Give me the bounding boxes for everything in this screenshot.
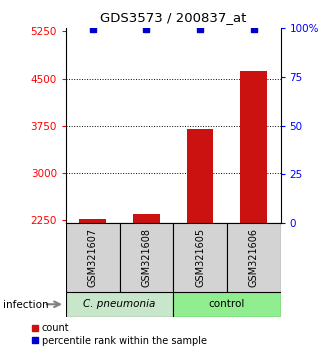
Text: C. pneumonia: C. pneumonia (83, 299, 156, 309)
Bar (120, 223, 173, 292)
Text: GSM321606: GSM321606 (249, 228, 259, 287)
Text: GSM321608: GSM321608 (142, 228, 151, 287)
Bar (240, 71, 267, 223)
Bar (173, 292, 280, 317)
Bar (66, 292, 173, 317)
Bar (66, 223, 120, 292)
Bar (80, 219, 106, 223)
Text: GSM321605: GSM321605 (195, 228, 205, 287)
Title: GDS3573 / 200837_at: GDS3573 / 200837_at (100, 11, 247, 24)
Text: GSM321607: GSM321607 (88, 228, 98, 287)
Bar (227, 223, 280, 292)
Bar (187, 130, 214, 223)
Text: control: control (209, 299, 245, 309)
Legend: count, percentile rank within the sample: count, percentile rank within the sample (31, 324, 207, 346)
Bar (133, 215, 160, 223)
Bar (173, 223, 227, 292)
Text: infection: infection (3, 300, 49, 310)
